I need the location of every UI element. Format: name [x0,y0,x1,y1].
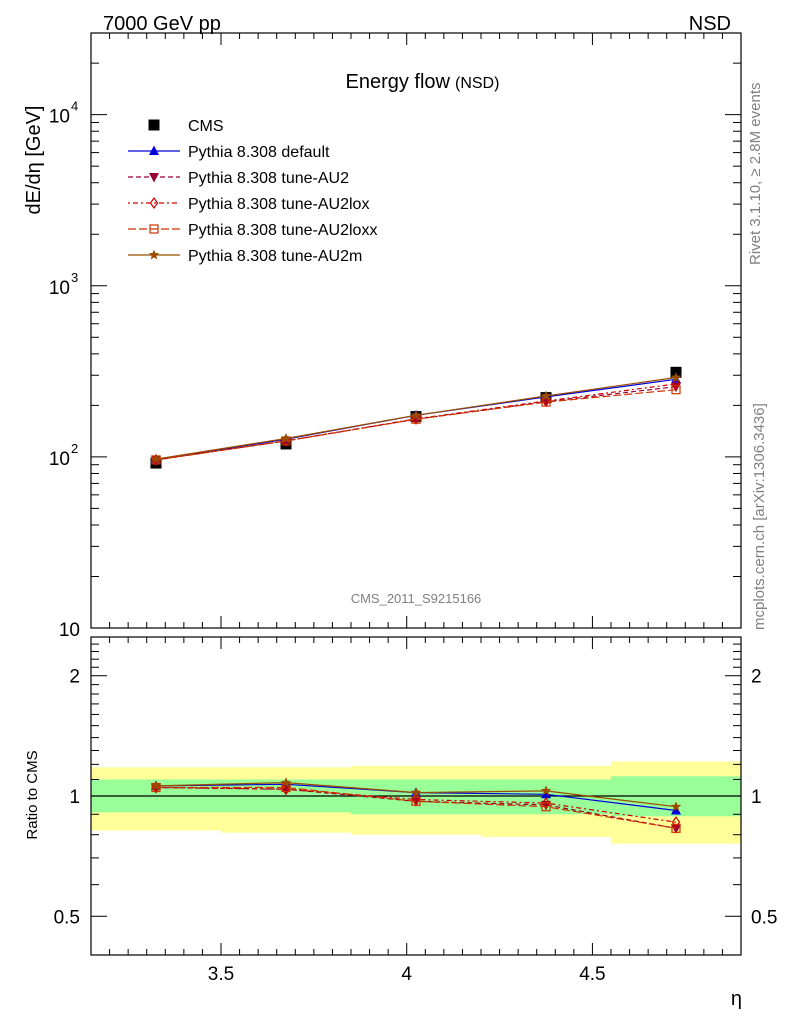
header-left-label: 7000 GeV pp [103,13,221,35]
top-y-tick-exponent: 3 [71,270,78,285]
legend-marker-au2m [148,249,160,260]
x-axis-label: η [731,988,742,1010]
ratio-y-tick-label-right: 1 [751,787,762,808]
x-tick-label: 4.5 [579,964,605,985]
ratio-point-au2m [410,787,422,798]
top-y-tick-label: 10 [59,620,80,641]
top-point-au2loxx [671,385,681,395]
top-point-au2m [150,453,162,464]
ratio-point-au2loxx [541,802,551,812]
legend-marker-cms [148,119,160,131]
legend-label-au2m: Pythia 8.308 tune-AU2m [188,248,362,265]
ratio-y-tick-label-right: 0.5 [751,907,777,928]
ratio-point-au2 [411,797,421,807]
legend-label-default: Pythia 8.308 default [188,144,330,161]
ratio-point-au2lox [541,797,551,810]
ratio-y-tick-label: 0.5 [54,907,80,928]
legend-marker-au2 [149,173,159,183]
top-ylabel: dE/dη [GeV] [23,106,45,215]
analysis-watermark: CMS_2011_S9215166 [351,591,482,606]
top-y-tick-label: 10 [49,449,70,470]
legend-marker-au2loxx [149,224,159,234]
mcplots-label: mcplots.cern.ch [arXiv:1306.3436] [751,403,768,630]
top-point-au2m [670,372,682,382]
ratio-point-au2m [150,780,162,791]
ratio-point-default [671,804,681,815]
ratio-point-au2 [671,824,681,834]
ratio-series-line-au2loxx [156,786,677,829]
legend-marker-au2lox [149,196,159,210]
ratio-point-au2m [670,801,682,812]
top-point-au2m [410,409,422,420]
ratio-point-au2m [540,785,552,796]
x-tick-label: 3.5 [208,964,234,985]
top-series-line-au2lox [155,383,677,461]
chart-title: Energy flow [346,71,451,93]
legend-label-cms: CMS [188,118,224,135]
ratio-y-tick-label: 2 [69,667,80,688]
top-y-tick-label: 10 [49,278,70,299]
ratio-point-default [541,788,551,799]
top-plot-frame [90,32,742,629]
series-layer [150,366,682,834]
legend: CMS Pythia 8.308 default Pythia 8.308 tune… [128,118,377,265]
chart-title-sub: (NSD) [455,75,499,92]
rivet-label: Rivet 3.1.10, ≥ 2.8M events [747,83,764,266]
ratio-point-au2loxx [671,823,681,833]
ratio-point-au2lox [671,816,681,829]
legend-label-au2loxx: Pythia 8.308 tune-AU2loxx [188,222,377,239]
ratio-ylabel: Ratio to CMS [24,750,41,839]
ratio-series-line-au2lox [155,786,677,823]
legend-label-au2: Pythia 8.308 tune-AU2 [188,170,349,187]
ratio-y-tick-label: 1 [69,787,80,808]
top-point-au2m [280,433,292,443]
top-point-au2lox [671,377,681,390]
top-point-au2m [540,390,552,401]
ratio-point-au2m [280,777,292,788]
ratio-point-au2loxx [411,796,421,806]
header-right-label: NSD [689,13,731,35]
x-tick-label: 4 [401,964,412,985]
ratio-y-tick-label-right: 2 [751,667,762,688]
legend-marker-default [149,145,159,155]
top-y-tick-exponent: 2 [71,441,78,456]
top-y-tick-exponent: 4 [71,99,78,114]
top-y-tick-label: 10 [49,107,70,128]
legend-label-au2lox: Pythia 8.308 tune-AU2lox [188,196,369,213]
